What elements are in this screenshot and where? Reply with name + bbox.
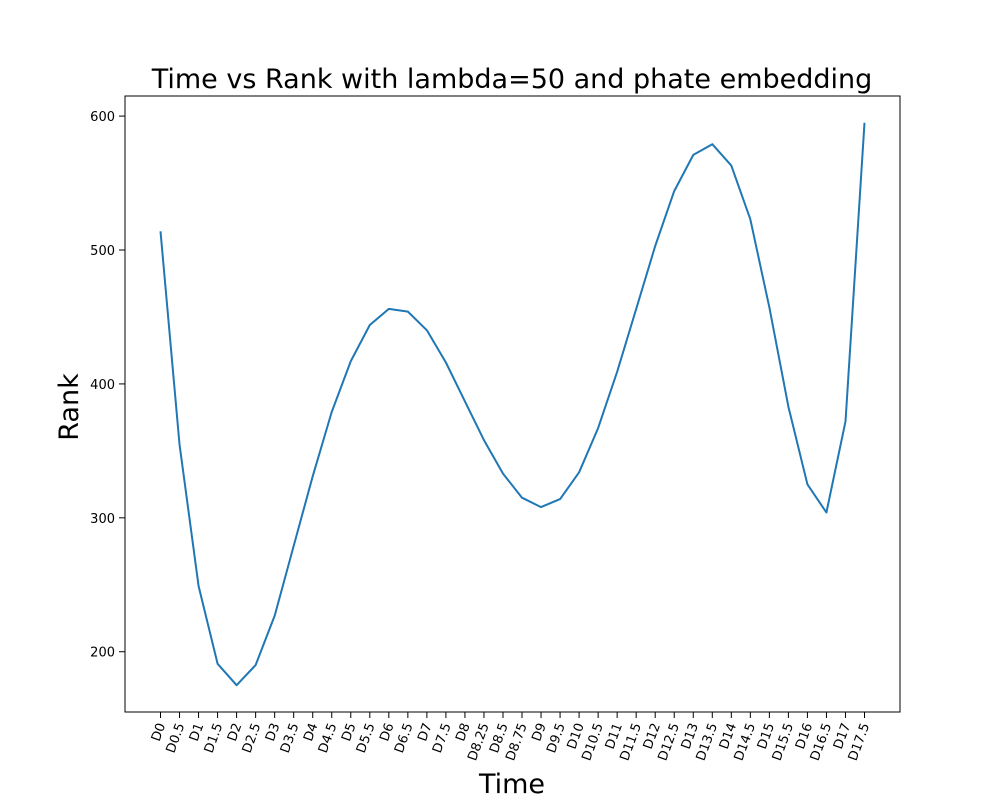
x-tick-label: D7	[415, 721, 435, 743]
x-tick-label: D2	[225, 721, 245, 743]
x-tick-label: D1	[187, 721, 207, 743]
y-tick-label: 400	[90, 378, 115, 393]
x-tick-label: D3	[263, 721, 283, 743]
x-axis-label: Time	[478, 769, 545, 800]
x-tick-label: D8	[453, 721, 473, 743]
series-line-0	[159, 122, 866, 687]
y-axis-label: Rank	[54, 373, 85, 441]
x-tick-label: D9	[529, 721, 549, 743]
y-tick-label: 500	[90, 244, 115, 259]
series-layer	[159, 122, 866, 687]
x-tick-label: D4	[301, 721, 321, 743]
y-axis: 200 300 400 500 600	[90, 110, 125, 661]
x-tick-label: D0	[149, 721, 169, 743]
y-tick-label: 600	[90, 110, 115, 125]
x-axis: D0D0.5D1D1.5D2D2.5D3D3.5D4D4.5D5D5.5D6D6…	[149, 712, 873, 763]
y-tick-label: 200	[90, 646, 115, 661]
x-tick-label: D6	[377, 721, 397, 743]
y-tick-label: 300	[90, 512, 115, 527]
x-tick-label: D5	[339, 721, 359, 743]
plot-frame	[124, 95, 901, 713]
chart-title: Time vs Rank with lambda=50 and phate em…	[151, 64, 873, 95]
